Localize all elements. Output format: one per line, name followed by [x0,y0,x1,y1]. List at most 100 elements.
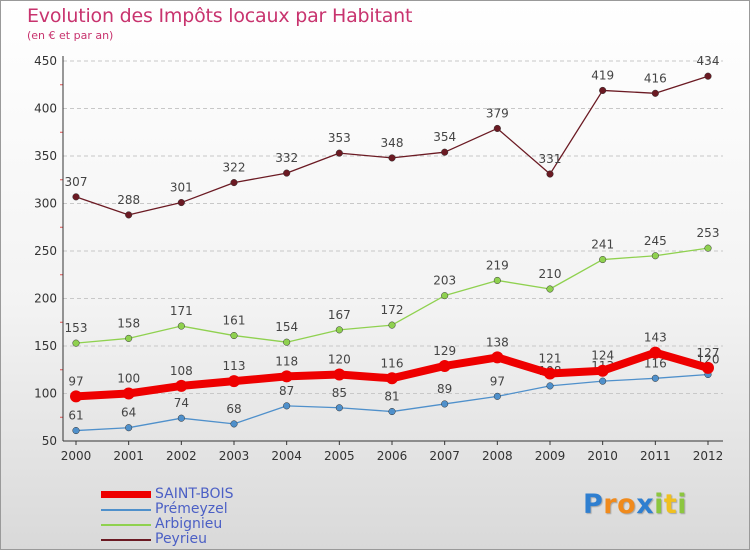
data-label-saint-bois: 143 [644,331,667,345]
chart-title: Evolution des Impôts locaux par Habitant [27,5,413,27]
data-label-saint-bois: 124 [591,349,614,363]
legend-swatch-arbignieu [101,523,151,526]
data-point-peyrieu [546,170,554,178]
data-point-peyrieu [177,199,185,207]
data-point-peyrieu [388,154,396,162]
data-point-saint-bois [70,390,82,403]
data-label-arbignieu: 241 [591,238,614,252]
data-label-peyrieu: 419 [591,68,614,82]
x-tick-label: 2012 [693,449,724,463]
data-label-saint-bois: 120 [328,353,351,367]
y-tick-label: 250 [34,244,57,258]
data-point-arbignieu [177,322,185,330]
data-point-saint-bois [544,367,556,380]
data-label-pr-meyzel: 81 [384,390,399,404]
data-point-peyrieu [125,211,133,219]
data-point-pr-meyzel [493,392,501,400]
data-label-peyrieu: 322 [223,161,246,175]
x-tick-label: 2007 [429,449,460,463]
data-label-saint-bois: 118 [275,354,298,368]
data-point-arbignieu [441,292,449,300]
data-point-peyrieu [493,124,501,132]
data-point-peyrieu [72,193,80,201]
logo-letter: t [663,489,678,520]
data-label-pr-meyzel: 68 [226,402,241,416]
legend-label: SAINT-BOIS [155,486,234,502]
data-point-pr-meyzel [599,377,607,385]
data-label-peyrieu: 332 [275,151,298,165]
data-point-peyrieu [704,72,712,80]
legend-label: Prémeyzel [155,501,228,517]
data-point-arbignieu [704,244,712,252]
legend: SAINT-BOIS Prémeyzel Arbignieu Peyrieu [101,487,234,547]
data-point-arbignieu [335,326,343,334]
data-label-saint-bois: 97 [68,374,83,388]
data-label-arbignieu: 210 [539,267,562,281]
legend-swatch-saint-bois [101,491,151,498]
data-label-pr-meyzel: 97 [490,374,505,388]
legend-swatch-premeyzel [101,508,151,511]
legend-item-peyrieu: Peyrieu [101,532,234,547]
data-point-saint-bois [175,379,188,392]
logo-letter: o [617,489,637,520]
y-tick-label: 450 [34,54,57,68]
data-label-arbignieu: 172 [381,303,404,317]
series-line-arbignieu [75,247,709,344]
data-label-peyrieu: 307 [65,175,88,189]
data-point-pr-meyzel [546,382,554,390]
y-tick-label: 300 [34,197,57,211]
proxiti-logo: Proxiti [583,489,687,520]
x-tick-label: 2010 [587,449,618,463]
data-point-saint-bois [438,359,451,372]
legend-label: Peyrieu [155,531,207,547]
data-label-peyrieu: 348 [381,136,404,150]
x-tick-label: 2003 [219,449,250,463]
legend-label: Arbignieu [155,516,223,532]
data-label-arbignieu: 161 [223,314,246,328]
data-point-arbignieu [72,339,80,347]
data-point-saint-bois [596,364,609,377]
data-label-pr-meyzel: 74 [174,396,189,410]
x-tick-label: 2008 [482,449,513,463]
data-label-peyrieu: 353 [328,131,351,145]
data-label-pr-meyzel: 85 [332,386,347,400]
data-label-pr-meyzel: 61 [68,409,83,423]
x-tick-label: 2004 [271,449,302,463]
data-point-peyrieu [283,169,291,177]
legend-item-arbignieu: Arbignieu [101,517,234,532]
data-point-saint-bois [702,361,714,374]
data-label-saint-bois: 100 [117,372,140,386]
data-label-saint-bois: 116 [381,356,404,370]
x-tick-label: 2009 [535,449,566,463]
data-label-arbignieu: 158 [117,316,140,330]
y-tick-label: 150 [34,339,57,353]
data-point-arbignieu [283,338,291,346]
data-label-peyrieu: 354 [433,130,456,144]
x-tick-label: 2011 [640,449,671,463]
data-point-peyrieu [651,89,659,97]
data-label-saint-bois: 129 [433,344,456,358]
data-label-saint-bois: 113 [223,359,246,373]
legend-item-saint-bois: SAINT-BOIS [101,487,234,502]
data-point-pr-meyzel [651,374,659,382]
data-label-pr-meyzel: 116 [644,356,667,370]
x-tick-label: 2002 [166,449,197,463]
data-label-arbignieu: 171 [170,304,193,318]
data-label-saint-bois: 121 [539,352,562,366]
data-point-saint-bois [649,346,662,359]
logo-letter: r [603,489,618,520]
data-label-saint-bois: 138 [486,335,509,349]
data-label-arbignieu: 153 [65,321,88,335]
x-tick-label: 2000 [61,449,92,463]
data-point-pr-meyzel [388,408,396,416]
y-tick-label: 200 [34,292,57,306]
data-point-arbignieu [230,332,238,340]
data-point-pr-meyzel [335,404,343,412]
data-point-arbignieu [125,334,133,342]
data-label-arbignieu: 219 [486,258,509,272]
data-point-peyrieu [599,86,607,94]
data-point-saint-bois [228,375,240,388]
data-point-saint-bois [491,351,504,364]
x-tick-label: 2001 [113,449,144,463]
